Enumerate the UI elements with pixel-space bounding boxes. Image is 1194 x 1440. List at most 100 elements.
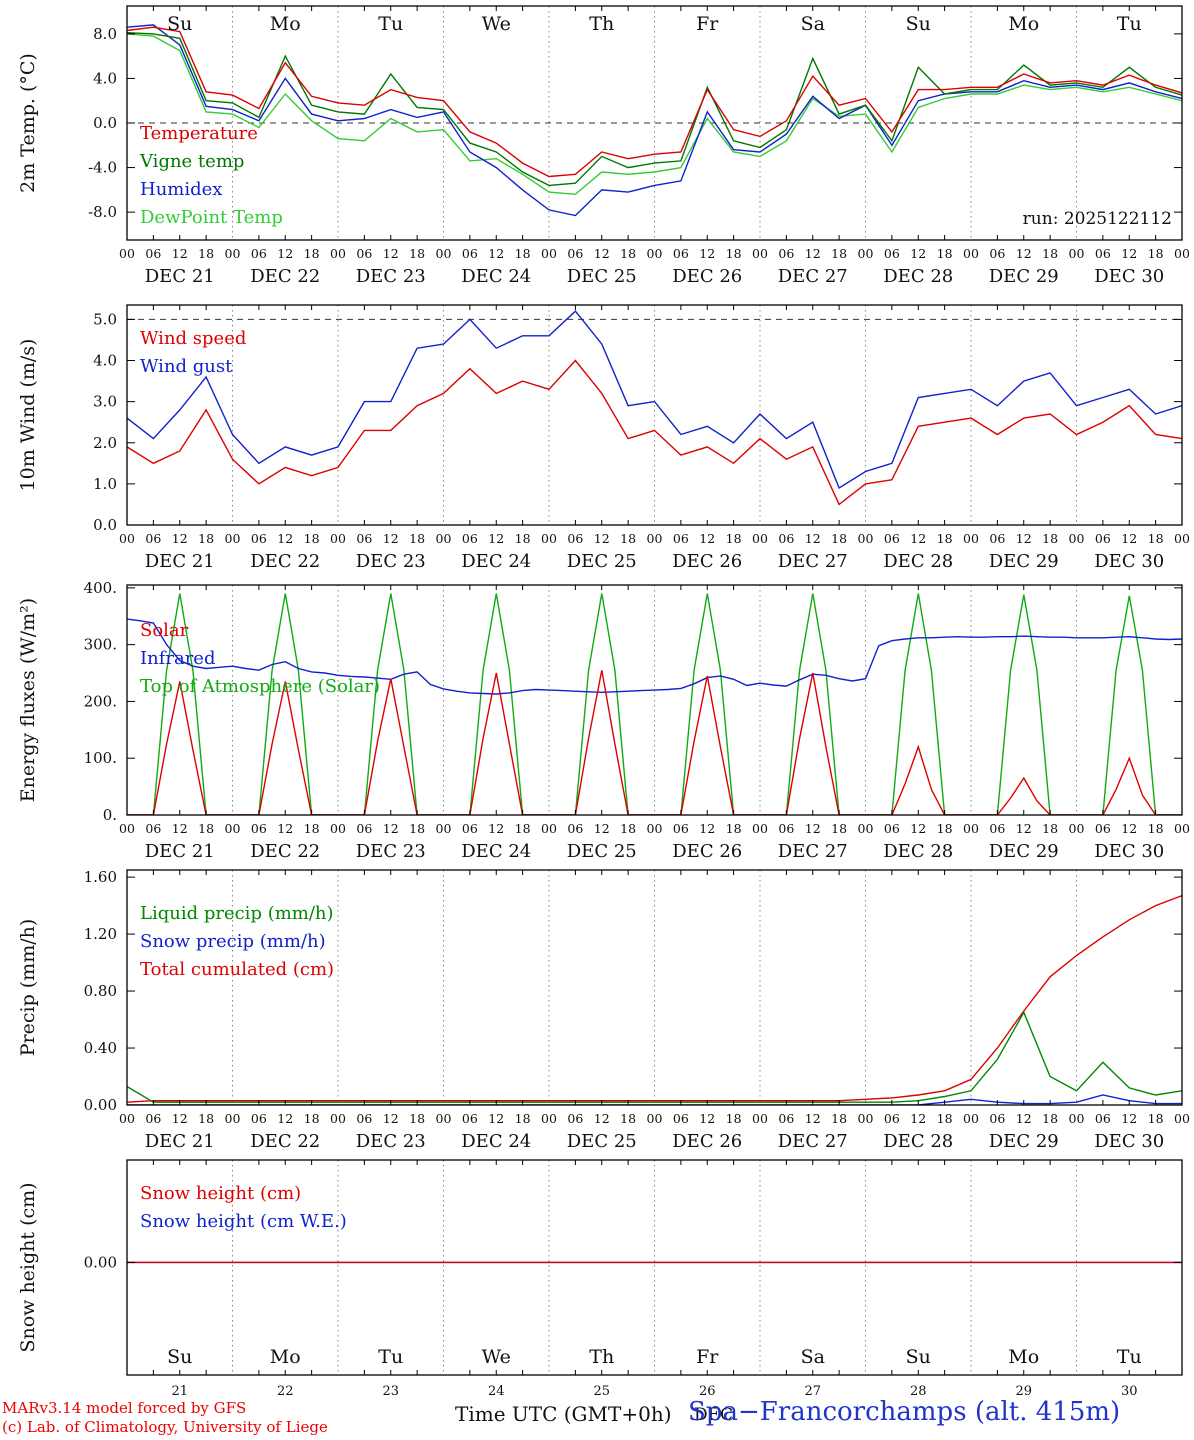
svg-text:Tu: Tu <box>378 1346 403 1368</box>
svg-text:12: 12 <box>910 246 926 261</box>
svg-text:00: 00 <box>1069 246 1085 261</box>
svg-text:0.00: 0.00 <box>84 1096 117 1114</box>
svg-text:18: 18 <box>937 246 953 261</box>
legend-humidex: Humidex <box>140 179 223 200</box>
svg-text:00: 00 <box>858 821 874 836</box>
svg-text:00: 00 <box>647 531 663 546</box>
svg-text:06: 06 <box>884 246 900 261</box>
svg-text:00: 00 <box>119 246 135 261</box>
svg-text:18: 18 <box>831 1111 847 1126</box>
svg-text:18: 18 <box>1042 531 1058 546</box>
svg-text:18: 18 <box>409 246 425 261</box>
svg-text:00: 00 <box>225 1111 241 1126</box>
svg-text:06: 06 <box>462 821 478 836</box>
svg-text:06: 06 <box>673 1111 689 1126</box>
svg-text:18: 18 <box>515 246 531 261</box>
svg-text:00: 00 <box>330 821 346 836</box>
svg-text:18: 18 <box>937 821 953 836</box>
svg-text:00: 00 <box>752 246 768 261</box>
legend-toa-solar: Top of Atmosphere (Solar) <box>140 676 381 697</box>
svg-text:00: 00 <box>436 1111 452 1126</box>
svg-text:18: 18 <box>515 821 531 836</box>
svg-text:DEC 28: DEC 28 <box>883 266 953 287</box>
svg-text:We: We <box>482 13 511 35</box>
svg-text:00: 00 <box>647 246 663 261</box>
svg-text:0.0: 0.0 <box>93 114 117 132</box>
svg-text:00: 00 <box>963 1111 979 1126</box>
precip-plot-area: 1.60 1.20 0.80 0.40 0.00 00 06 12 18 DEC 21 00 06 12… <box>0 866 1194 1165</box>
svg-text:06: 06 <box>462 246 478 261</box>
svg-text:DEC 30: DEC 30 <box>1094 841 1164 862</box>
svg-text:00: 00 <box>1174 246 1190 261</box>
svg-text:12: 12 <box>277 821 293 836</box>
svg-text:8.0: 8.0 <box>93 25 117 43</box>
svg-text:DEC 26: DEC 26 <box>672 1131 742 1152</box>
svg-text:06: 06 <box>884 531 900 546</box>
svg-text:00: 00 <box>858 531 874 546</box>
svg-text:run: 2025122112: run: 2025122112 <box>1023 209 1172 229</box>
svg-text:00: 00 <box>963 246 979 261</box>
svg-text:18: 18 <box>620 531 636 546</box>
svg-text:DEC 22: DEC 22 <box>250 551 320 572</box>
svg-text:12: 12 <box>488 246 504 261</box>
svg-text:00: 00 <box>119 821 135 836</box>
svg-text:12: 12 <box>699 1111 715 1126</box>
svg-text:Tu: Tu <box>1117 13 1142 35</box>
svg-text:06: 06 <box>145 531 161 546</box>
svg-text:DEC 23: DEC 23 <box>356 551 426 572</box>
svg-text:00: 00 <box>119 531 135 546</box>
svg-text:12: 12 <box>1016 531 1032 546</box>
svg-text:06: 06 <box>567 246 583 261</box>
svg-text:18: 18 <box>831 821 847 836</box>
svg-text:DEC 27: DEC 27 <box>778 841 848 862</box>
svg-text:12: 12 <box>277 531 293 546</box>
svg-text:DEC 22: DEC 22 <box>250 1131 320 1152</box>
wind-plot-area: 5.0 4.0 3.0 2.0 1.0 0.0 00 06 12 18 DEC 21 00 06 12 18… <box>0 301 1194 585</box>
svg-text:12: 12 <box>488 1111 504 1126</box>
svg-text:12: 12 <box>172 1111 188 1126</box>
svg-text:06: 06 <box>989 531 1005 546</box>
svg-text:22: 22 <box>277 1384 294 1399</box>
svg-text:12: 12 <box>1016 1111 1032 1126</box>
svg-text:Snow height (cm): Snow height (cm) <box>17 1182 39 1352</box>
svg-text:00: 00 <box>858 246 874 261</box>
svg-text:Th: Th <box>589 13 614 35</box>
svg-text:DEC 25: DEC 25 <box>567 841 637 862</box>
svg-text:12: 12 <box>383 821 399 836</box>
svg-text:00: 00 <box>436 246 452 261</box>
svg-text:12: 12 <box>383 1111 399 1126</box>
snow-legend: Snow height (cm) Snow height (cm W.E.) <box>140 1180 347 1236</box>
svg-text:18: 18 <box>304 1111 320 1126</box>
svg-text:06: 06 <box>251 821 267 836</box>
svg-text:DEC 24: DEC 24 <box>461 551 531 572</box>
svg-text:00: 00 <box>541 531 557 546</box>
svg-text:DEC 29: DEC 29 <box>989 266 1059 287</box>
flux-plot-area: 400. 300. 200. 100. 0. 00 06 12 18 DEC 21 00 06 12 18… <box>0 579 1194 875</box>
svg-text:00: 00 <box>436 531 452 546</box>
svg-text:06: 06 <box>251 246 267 261</box>
svg-text:18: 18 <box>1042 246 1058 261</box>
svg-text:06: 06 <box>356 531 372 546</box>
svg-text:06: 06 <box>356 246 372 261</box>
snow-chart: 0.00 21 22 23 24 25 26 27 28 29 30 Su Mo Tu We Th Fr Sa Su… <box>17 1159 1183 1399</box>
svg-text:12: 12 <box>1121 821 1137 836</box>
svg-text:Tu: Tu <box>1117 1346 1142 1368</box>
legend-snow-height-we: Snow height (cm W.E.) <box>140 1211 347 1232</box>
svg-text:DEC 28: DEC 28 <box>883 841 953 862</box>
wind-legend: Wind speed Wind gust <box>140 325 246 381</box>
svg-text:06: 06 <box>567 821 583 836</box>
svg-text:18: 18 <box>304 246 320 261</box>
svg-text:00: 00 <box>119 1111 135 1126</box>
svg-text:06: 06 <box>1095 246 1111 261</box>
svg-text:18: 18 <box>937 531 953 546</box>
svg-text:DEC 27: DEC 27 <box>778 1131 848 1152</box>
svg-text:0.00: 0.00 <box>84 1253 117 1271</box>
svg-text:12: 12 <box>172 531 188 546</box>
svg-text:18: 18 <box>304 821 320 836</box>
svg-text:0.40: 0.40 <box>84 1039 117 1057</box>
svg-text:18: 18 <box>620 246 636 261</box>
svg-text:Fr: Fr <box>696 13 719 35</box>
svg-text:12: 12 <box>1016 246 1032 261</box>
model-credit: MARv3.14 model forced by GFS <box>2 1399 247 1417</box>
